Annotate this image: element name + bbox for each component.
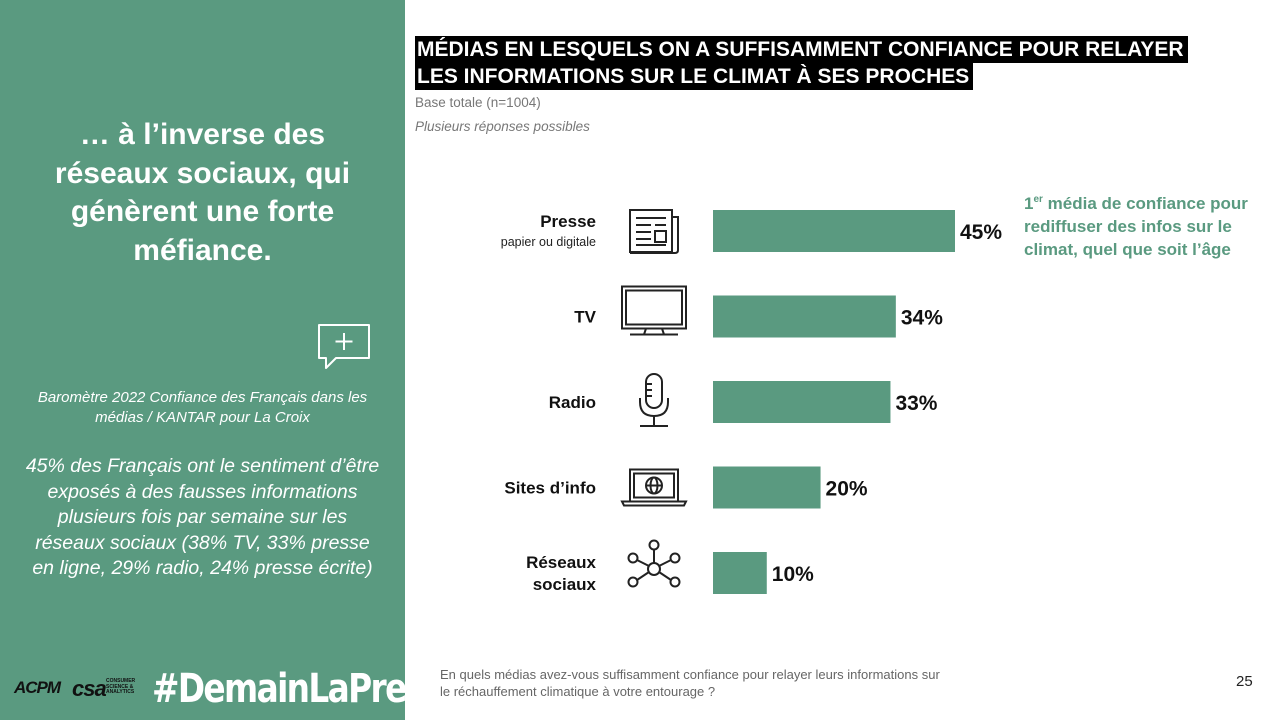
logo-row: ACPM csa CONSUMER SCIENCE & ANALYTICS #D… bbox=[14, 666, 464, 712]
value-label-2: 33% bbox=[895, 392, 937, 415]
category-label-2: Radio bbox=[549, 393, 596, 412]
callout-ordinal: 1 bbox=[1024, 194, 1034, 213]
stat-text: 45% des Français ont le sentiment d’être… bbox=[25, 455, 380, 579]
bar-0 bbox=[713, 210, 955, 252]
csa-logo: csa bbox=[72, 676, 107, 701]
category-label-1: TV bbox=[574, 308, 596, 327]
value-label-1: 34% bbox=[901, 307, 943, 330]
callout-body: média de confiance pour rediffuser des i… bbox=[1024, 194, 1248, 259]
category-label-4-line-0: Réseaux bbox=[526, 553, 596, 572]
category-label-4-line-1: sociaux bbox=[533, 575, 597, 594]
chart-title: MÉDIAS EN LESQUELS ON A SUFFISAMMENT CON… bbox=[415, 36, 1188, 90]
source-text: Baromètre 2022 Confiance des Français da… bbox=[37, 389, 368, 426]
multiple-answers-note: Plusieurs réponses possibles bbox=[415, 119, 590, 134]
value-label-3: 20% bbox=[826, 478, 868, 501]
acpm-logo: ACPM bbox=[14, 678, 61, 697]
left-panel: … à l’inverse des réseaux sociaux, qui g… bbox=[0, 0, 464, 720]
comment-plus-icon bbox=[318, 324, 370, 369]
callout-text: 1er média de confiance pour rediffuser d… bbox=[1024, 188, 1260, 261]
callout-ordinal-suffix: er bbox=[1033, 194, 1043, 205]
category-label-0: Presse bbox=[540, 212, 596, 231]
survey-question: En quels médias avez-vous suffisamment c… bbox=[440, 667, 940, 699]
page-number: 25 bbox=[1236, 673, 1253, 690]
title-line-2: LES INFORMATIONS SUR LE CLIMAT À SES PRO… bbox=[415, 63, 974, 90]
base-note: Base totale (n=1004) bbox=[415, 95, 541, 110]
category-sublabel-0: papier ou digitale bbox=[501, 235, 596, 249]
hashtag-logo: #DemainLaPresse bbox=[152, 666, 464, 712]
value-label-4: 10% bbox=[772, 563, 814, 586]
bar-3 bbox=[713, 466, 821, 509]
bar-1 bbox=[713, 295, 896, 338]
csa-logo-subtitle: CONSUMER SCIENCE & ANALYTICS bbox=[106, 678, 136, 695]
bar-4 bbox=[713, 552, 767, 594]
headline: … à l’inverse des réseaux sociaux, qui g… bbox=[54, 118, 351, 267]
title-line-1: MÉDIAS EN LESQUELS ON A SUFFISAMMENT CON… bbox=[415, 36, 1188, 63]
category-label-3: Sites d’info bbox=[504, 479, 596, 498]
value-label-0: 45% bbox=[960, 221, 1002, 244]
bar-2 bbox=[713, 381, 891, 423]
